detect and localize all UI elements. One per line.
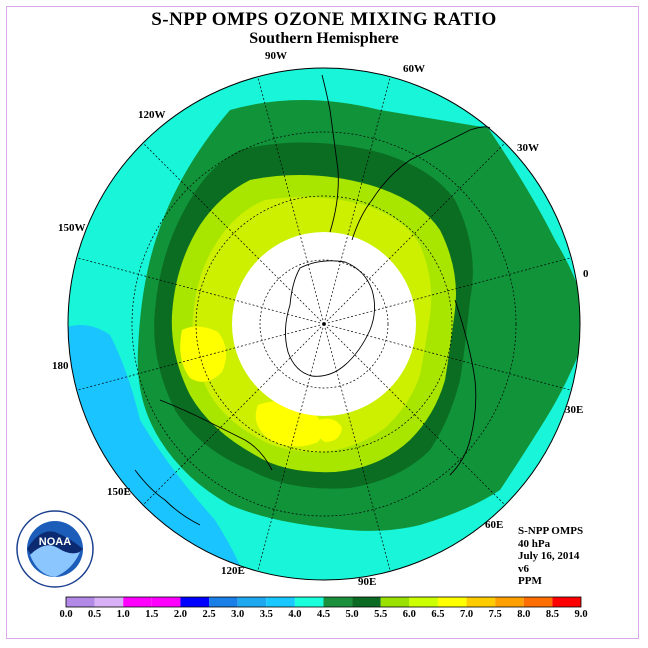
colorbar-segment xyxy=(552,597,581,607)
colorbar-tick-label: 1.0 xyxy=(116,609,130,620)
south-america-coast xyxy=(321,74,339,233)
australia-coast xyxy=(159,399,273,471)
meridian-line xyxy=(323,323,391,572)
colorbar xyxy=(65,596,582,608)
lon-label-60e: 60E xyxy=(485,519,504,531)
meridian-line xyxy=(323,323,506,506)
lon-label-90w: 90W xyxy=(265,50,287,62)
colorbar-segment xyxy=(237,597,267,607)
noaa-logo-text: NOAA xyxy=(39,536,71,548)
colorbar-tick-label: 0.0 xyxy=(59,609,73,620)
new-zealand-coast xyxy=(134,469,201,526)
info-level: 40 hPa xyxy=(518,537,551,550)
meridian-line xyxy=(142,142,325,325)
colorbar-segment xyxy=(466,597,496,607)
colorbar-tick-label: 4.5 xyxy=(316,609,331,620)
colorbar-segment xyxy=(294,597,324,607)
colorbar-tick-label: 0.5 xyxy=(88,609,102,620)
meridian-line xyxy=(76,323,325,391)
colorbar-tick-label: 2.0 xyxy=(173,609,187,620)
south-atlantic-coast xyxy=(351,126,491,241)
map-outline xyxy=(67,67,581,581)
colorbar-tick-label: 3.0 xyxy=(231,609,245,620)
meridian-line xyxy=(257,76,325,325)
colorbar-segment xyxy=(180,597,210,607)
lon-label-30w: 30W xyxy=(517,142,539,154)
lon-label-120e: 120E xyxy=(221,565,245,577)
graticule xyxy=(76,76,572,572)
colorbar-tick-label: 6.5 xyxy=(431,609,445,620)
colorbar-tick-label: 7.0 xyxy=(459,609,474,620)
colorbar-tick-label: 7.5 xyxy=(488,609,502,620)
colorbar-segment xyxy=(151,597,181,607)
meridian-line xyxy=(323,257,572,325)
lon-label-150e: 150E xyxy=(107,486,131,498)
meridian-line xyxy=(142,323,325,506)
colorbar-segment xyxy=(352,597,381,607)
lon-label-0: 0 xyxy=(583,268,589,280)
colorbar-segment xyxy=(437,597,467,607)
map-subtitle: Southern Hemisphere xyxy=(249,30,399,47)
colorbar-segment xyxy=(123,597,152,607)
colorbar-tick-label: 6.0 xyxy=(402,609,416,620)
colorbar-tick-label: 2.5 xyxy=(202,609,216,620)
colorbar-segment xyxy=(495,597,524,607)
antarctica-coast xyxy=(285,260,375,377)
colorbar-tick-label: 4.0 xyxy=(288,609,302,620)
south-pole-marker xyxy=(322,322,326,326)
colorbar-segment xyxy=(323,597,353,607)
meridian-line xyxy=(323,323,572,391)
info-block: S-NPP OMPS 40 hPa July 16, 2014 v6 PPM xyxy=(518,525,583,588)
meridian-line xyxy=(323,142,506,325)
colorbar-tick-label: 8.5 xyxy=(545,609,559,620)
colorbar-tick-label: 9.0 xyxy=(574,609,588,620)
info-instrument: S-NPP OMPS xyxy=(518,525,584,537)
colorbar-segment xyxy=(266,597,295,607)
lon-label-60w: 60W xyxy=(403,63,425,75)
lon-label-30e: 30E xyxy=(565,404,584,416)
colorbar-tick-label: 8.0 xyxy=(517,609,531,620)
colorbar-segment xyxy=(94,597,124,607)
colorbar-tick-label: 3.5 xyxy=(259,609,273,620)
lon-label-180: 180 xyxy=(52,360,69,372)
lon-label-150w: 150W xyxy=(58,222,86,234)
contour-6.0-6.5-spot xyxy=(316,418,342,442)
africa-coast xyxy=(449,299,477,476)
map-title: S-NPP OMPS OZONE MIXING RATIO xyxy=(151,9,497,30)
info-date: July 16, 2014 xyxy=(518,550,580,563)
colorbar-segment xyxy=(409,597,438,607)
colorbar-segment xyxy=(209,597,238,607)
colorbar-border xyxy=(65,596,582,608)
coastlines xyxy=(134,74,491,526)
colorbar-segment xyxy=(523,597,553,607)
lon-label-90e: 90E xyxy=(358,576,377,588)
colorbar-tick-label: 5.5 xyxy=(374,609,388,620)
plot-frame xyxy=(6,6,639,639)
info-units: PPM xyxy=(518,575,542,588)
info-version: v6 xyxy=(518,562,529,575)
meridian-line xyxy=(323,76,391,325)
meridian-line xyxy=(76,257,325,325)
colorbar-segment xyxy=(380,597,410,607)
lon-label-120w: 120W xyxy=(138,109,166,121)
colorbar-tick-label: 5.0 xyxy=(345,609,359,620)
contour-6.0-6.5-west xyxy=(180,326,227,382)
noaa-logo: NOAA xyxy=(16,510,94,588)
meridian-line xyxy=(257,323,325,572)
colorbar-tick-label: 1.5 xyxy=(145,609,159,620)
colorbar-segment xyxy=(66,597,95,607)
